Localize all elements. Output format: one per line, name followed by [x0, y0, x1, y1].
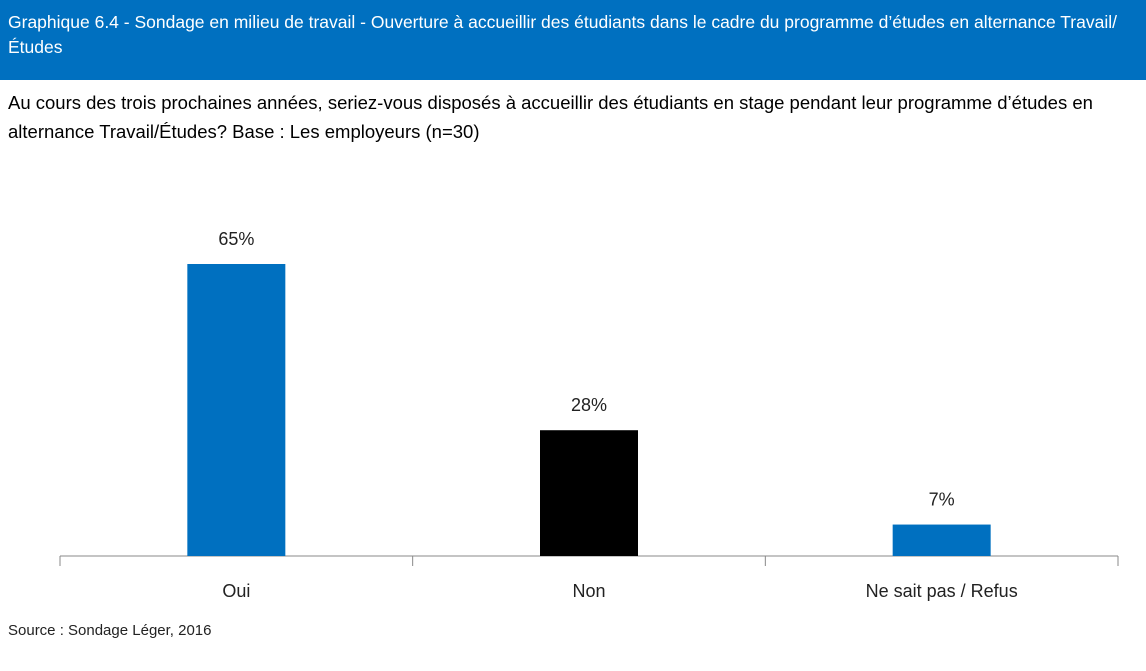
bar [187, 264, 286, 556]
data-label: 65% [218, 229, 254, 249]
x-tick-label: Oui [222, 581, 250, 601]
data-label: 28% [571, 395, 607, 415]
data-label: 7% [929, 489, 955, 509]
chart-title: Graphique 6.4 - Sondage en milieu de tra… [0, 0, 1146, 80]
bar [540, 430, 638, 556]
source: Source : Sondage Léger, 2016 [8, 622, 212, 639]
chart-subtitle: Au cours des trois prochaines années, se… [8, 92, 1093, 142]
x-tick-label: Ne sait pas / Refus [866, 581, 1018, 601]
x-tick-label: Non [572, 581, 605, 601]
chart: Oui 65% Non 28% Ne sait pas / Refus 7% [59, 229, 1119, 601]
bar [892, 524, 991, 556]
